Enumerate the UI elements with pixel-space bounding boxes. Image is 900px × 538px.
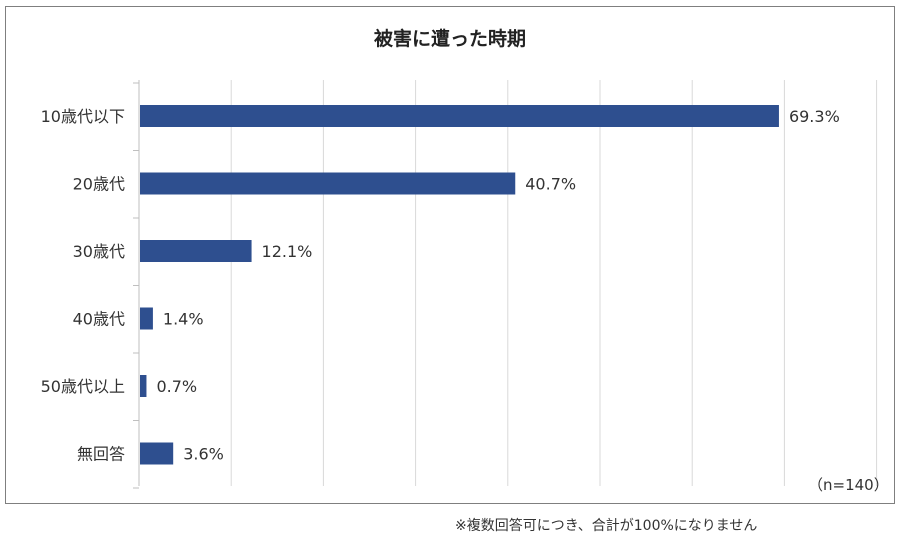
value-label: 0.7% (156, 377, 197, 396)
bar (140, 375, 147, 397)
bar (140, 105, 779, 127)
value-label: 40.7% (525, 175, 576, 194)
chart-title: 被害に遭った時期 (373, 28, 526, 50)
category-label: 10歳代以下 (41, 107, 125, 126)
sample-size-note: （n=140） (808, 476, 889, 494)
category-label: 30歳代 (73, 242, 125, 261)
bar (140, 172, 516, 195)
category-label: 20歳代 (73, 175, 125, 194)
bar (140, 442, 174, 465)
value-label: 1.4% (163, 310, 204, 329)
footnote: ※複数回答可につき、合計が100%になりません (455, 518, 758, 534)
value-label: 3.6% (183, 445, 224, 464)
bar (140, 240, 252, 262)
category-label: 40歳代 (73, 310, 125, 329)
category-label: 無回答 (77, 445, 125, 464)
bar (140, 307, 153, 330)
value-label: 69.3% (789, 107, 840, 126)
value-label: 12.1% (262, 242, 313, 261)
category-label: 50歳代以上 (41, 377, 125, 396)
